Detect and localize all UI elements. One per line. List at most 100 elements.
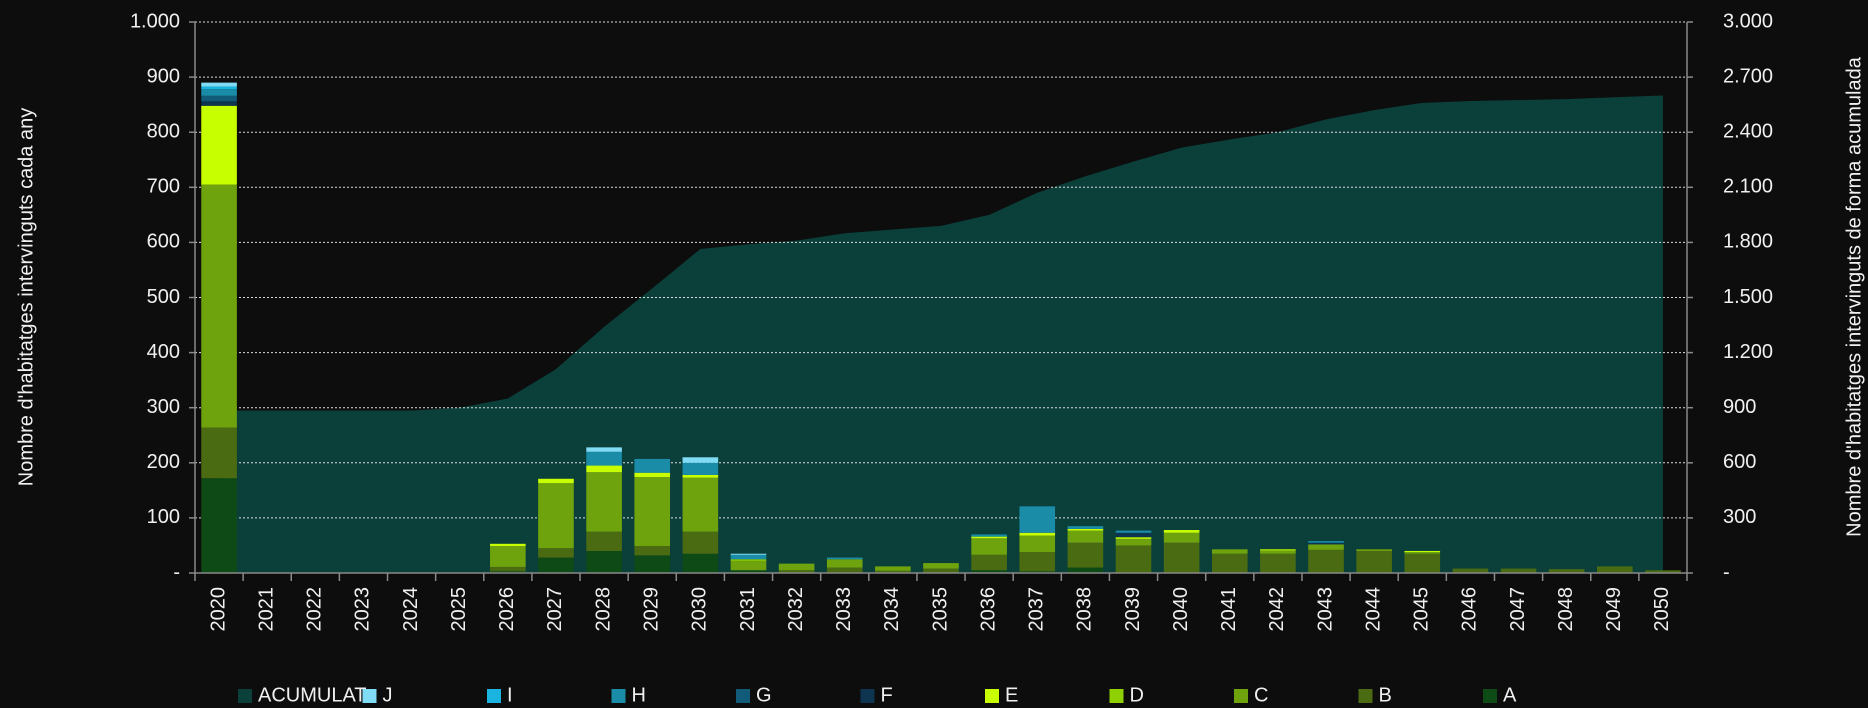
x-tick-label: 2040 xyxy=(1170,587,1192,632)
y-tick-label: 1.000 xyxy=(130,10,180,32)
bar-segment xyxy=(634,555,671,573)
bar-segment xyxy=(1067,526,1104,529)
bar-segment xyxy=(538,557,574,573)
x-tick-label: 2020 xyxy=(207,587,229,632)
bar-segment xyxy=(1067,542,1104,568)
bar-segment xyxy=(586,465,622,473)
bar-segment xyxy=(1452,568,1489,573)
bar-segment xyxy=(634,477,671,547)
x-tick-label: 2037 xyxy=(1026,587,1048,632)
bar-segment xyxy=(1548,569,1585,573)
legend-label: C xyxy=(1254,684,1268,706)
x-tick-label: 2039 xyxy=(1122,587,1144,632)
bar-segment xyxy=(971,534,1007,537)
x-tick-label: 2042 xyxy=(1266,587,1288,632)
x-tick-label: 2023 xyxy=(352,587,374,632)
bar-segment xyxy=(923,568,959,573)
bar-segment xyxy=(1260,553,1296,573)
bar-segment xyxy=(1163,530,1200,533)
x-tick-label: 2044 xyxy=(1362,587,1384,632)
x-tick-label: 2049 xyxy=(1603,587,1625,632)
bar-segment xyxy=(875,566,911,571)
bar-segment xyxy=(201,105,237,185)
bar-segment xyxy=(778,570,815,573)
legend-swatch xyxy=(611,689,626,703)
bar-segment xyxy=(1115,537,1152,539)
x-tick-label: 2046 xyxy=(1459,587,1481,632)
bar-segment xyxy=(1308,541,1344,543)
bar-segment xyxy=(538,478,574,484)
y-tick-label: 200 xyxy=(147,451,180,473)
cumulative-area xyxy=(219,95,1663,573)
bar-segment xyxy=(1356,550,1392,573)
y-tick-label: 700 xyxy=(147,176,180,198)
x-tick-label: 2025 xyxy=(448,587,470,632)
bar-segment xyxy=(586,531,622,551)
bar-segment xyxy=(1163,532,1200,543)
bar-segment xyxy=(682,462,719,475)
bar-segment xyxy=(1308,544,1344,550)
bar-segment xyxy=(1645,570,1681,573)
legend-label: E xyxy=(1005,684,1018,706)
bar-segment xyxy=(1019,506,1056,533)
x-tick-label: 2045 xyxy=(1411,587,1433,632)
y2-axis-title: Nombre d'habitatges intervinguts de form… xyxy=(1843,56,1865,537)
legend-label: G xyxy=(756,684,772,706)
bar-segment xyxy=(682,457,719,463)
bar-segment xyxy=(971,554,1007,571)
y2-tick-label: 2.700 xyxy=(1723,65,1773,87)
y2-tick-label: - xyxy=(1723,561,1730,583)
y2-tick-label: 1.800 xyxy=(1723,231,1773,253)
legend-label: I xyxy=(507,684,513,706)
bar-segment xyxy=(1019,532,1056,536)
bar-segment xyxy=(730,570,767,573)
bar-segment xyxy=(201,95,237,102)
x-tick-label: 2047 xyxy=(1507,587,1529,632)
bar-segment xyxy=(826,559,863,568)
bar-segment xyxy=(1404,550,1441,553)
bar-segment xyxy=(923,563,959,569)
x-tick-label: 2029 xyxy=(641,587,663,632)
bar-segment xyxy=(1019,571,1056,573)
x-tick-label: 2036 xyxy=(977,587,999,632)
bar-segment xyxy=(538,483,574,549)
bar-segment xyxy=(682,477,719,532)
bar-segment xyxy=(586,550,622,573)
bar-segment xyxy=(682,474,719,478)
bar-segment xyxy=(201,427,237,479)
bar-segment xyxy=(1260,549,1296,551)
bar-segment xyxy=(730,554,767,560)
bar-segment xyxy=(201,89,237,96)
x-tick-label: 2033 xyxy=(833,587,855,632)
y2-tick-label: 1.200 xyxy=(1723,341,1773,363)
x-tick-label: 2050 xyxy=(1651,587,1673,632)
bar-segment xyxy=(586,447,622,452)
bar-segment xyxy=(1115,530,1152,533)
y2-tick-label: 2.400 xyxy=(1723,120,1773,142)
x-tick-label: 2032 xyxy=(785,587,807,632)
bar-segment xyxy=(538,548,574,558)
bar-segment xyxy=(1019,535,1056,553)
y2-tick-label: 2.100 xyxy=(1723,176,1773,198)
x-tick-label: 2024 xyxy=(400,587,422,632)
bar-segment xyxy=(1067,530,1104,543)
bar-segment xyxy=(1211,553,1248,573)
bar-segment xyxy=(682,531,719,554)
x-tick-label: 2041 xyxy=(1218,587,1240,632)
bar-segment xyxy=(1260,550,1296,554)
bar-segment xyxy=(1067,528,1104,531)
bar-segment xyxy=(201,86,237,90)
bar-segment xyxy=(778,563,815,571)
y-axis-title: Nombre d'habitatges intervinguts cada an… xyxy=(15,108,37,487)
legend-swatch xyxy=(362,689,377,703)
x-tick-label: 2031 xyxy=(737,587,759,632)
y-tick-label: 100 xyxy=(147,506,180,528)
bar-segment xyxy=(1019,552,1056,572)
bar-segment xyxy=(1115,538,1152,546)
x-tick-label: 2048 xyxy=(1555,587,1577,632)
legend-swatch xyxy=(860,689,875,703)
x-tick-label: 2030 xyxy=(689,587,711,632)
bar-segment xyxy=(1596,566,1633,573)
x-tick-label: 2034 xyxy=(881,587,903,632)
bar-segment xyxy=(201,101,237,106)
